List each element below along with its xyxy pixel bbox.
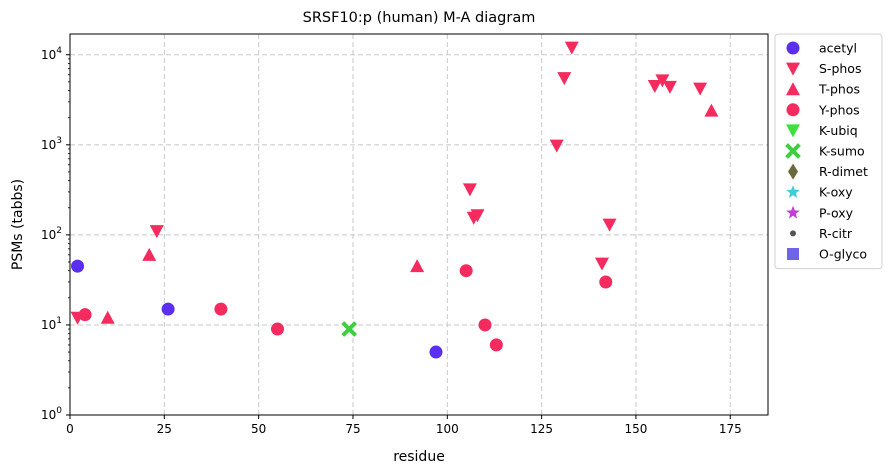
data-point [161, 302, 175, 316]
data-point [149, 225, 164, 239]
y-axis-label: PSMs (tabbs) [10, 179, 26, 270]
legend-marker [786, 103, 800, 117]
data-point [462, 183, 477, 197]
legend-item: K-oxy [786, 185, 853, 200]
legend-marker [786, 62, 800, 76]
legend-label: T-phos [818, 82, 860, 97]
data-point [78, 308, 92, 322]
data-point [662, 80, 677, 94]
legend-marker [787, 248, 799, 260]
x-tick-label: 75 [345, 422, 360, 436]
x-tick-label: 50 [251, 422, 266, 436]
data-point [429, 345, 443, 359]
data-point [71, 259, 85, 273]
legend-marker [786, 205, 800, 219]
series-Y-phos [78, 264, 613, 352]
series-S-phos [70, 41, 708, 325]
legend: acetyl S-phos T-phos Y-phos K-ubiq K-sumo R-di… [774, 33, 883, 270]
x-tick-label: 25 [157, 422, 172, 436]
grid-layer [70, 34, 768, 415]
data-point [478, 318, 492, 332]
x-stroke [785, 143, 801, 159]
plot-frame [69, 33, 769, 416]
data-point [489, 338, 503, 352]
x-tick-label: 100 [436, 422, 459, 436]
legend-item: R-dimet [788, 163, 868, 180]
legend-marker [785, 143, 801, 159]
y-tick-label: 103 [41, 136, 62, 152]
data-point [704, 103, 719, 117]
legend-label: R-dimet [819, 164, 868, 179]
legend-item: R-citr [790, 226, 853, 241]
legend-label: P-oxy [819, 205, 854, 220]
legend-label: K-ubiq [819, 123, 858, 138]
y-tick-label: 102 [41, 226, 62, 242]
y-tick-label: 101 [41, 316, 62, 332]
legend-item: O-glyco [787, 247, 867, 262]
chart-title: SRSF10:p (human) M-A diagram [303, 10, 536, 26]
data-point [214, 302, 228, 316]
legend-item: acetyl [786, 41, 857, 56]
y-tick-label: 100 [41, 406, 62, 422]
legend-marker [786, 124, 800, 138]
x-tick-label: 150 [624, 422, 647, 436]
legend-marker [786, 82, 800, 96]
data-point [271, 322, 285, 336]
x-tick-label: 125 [530, 422, 553, 436]
data-point [599, 275, 613, 289]
legend-item: P-oxy [786, 205, 854, 220]
x-tick-label: 175 [719, 422, 742, 436]
legend-label: acetyl [819, 41, 857, 56]
legend-label: S-phos [819, 61, 861, 76]
data-point [142, 247, 157, 261]
ticks-layer: 0 25 50 75 100 125 150 175 100 101 102 103 104 [41, 46, 742, 436]
points-layer [70, 41, 719, 359]
legend-marker [786, 185, 800, 198]
data-point [594, 257, 609, 271]
series-K-sumo [341, 321, 358, 337]
legend-label: K-oxy [819, 185, 853, 200]
legend-item: S-phos [786, 61, 861, 76]
data-point [341, 321, 358, 337]
legend-item: K-sumo [785, 143, 865, 159]
series-T-phos [100, 103, 719, 324]
legend-marker [786, 41, 800, 55]
data-point [647, 79, 662, 93]
legend-label: Y-phos [818, 102, 860, 117]
x-tick-label: 0 [66, 422, 74, 436]
legend-marker [788, 163, 798, 180]
legend-label: K-sumo [819, 144, 865, 159]
data-point [602, 218, 617, 232]
legend-frame [774, 33, 883, 270]
data-point [100, 310, 115, 324]
data-point [655, 74, 670, 88]
legend-item: Y-phos [786, 102, 860, 117]
data-point [470, 209, 485, 223]
x-stroke [341, 321, 358, 337]
legend-item: T-phos [786, 82, 860, 97]
data-point [459, 264, 473, 278]
data-point [693, 82, 708, 96]
data-point [410, 259, 425, 273]
series-acetyl [71, 259, 443, 359]
data-point [557, 72, 572, 86]
legend-item: K-ubiq [786, 123, 858, 138]
y-tick-label: 104 [41, 46, 62, 62]
x-axis-label: residue [393, 449, 445, 465]
legend-label: O-glyco [819, 247, 867, 262]
legend-label: R-citr [819, 226, 853, 241]
legend-marker [790, 230, 796, 237]
data-point [564, 41, 579, 55]
data-point [549, 139, 564, 153]
